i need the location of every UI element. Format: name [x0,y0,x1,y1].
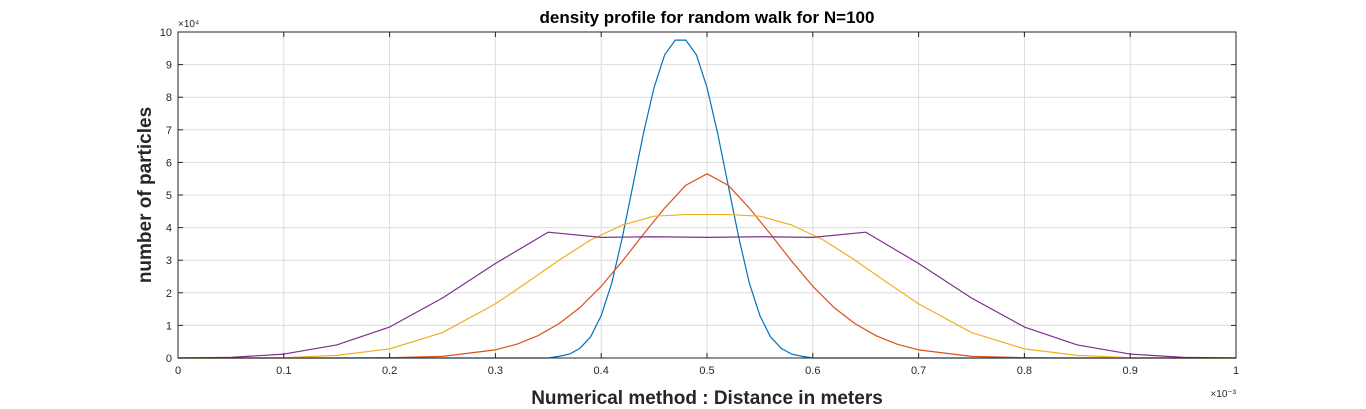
chart-title: density profile for random walk for N=10… [540,8,875,27]
x-tick-label: 0.4 [594,365,609,377]
y-tick-label: 9 [166,60,172,72]
x-tick-label: 0.2 [382,365,397,377]
x-axis-label: Numerical method : Distance in meters [531,388,883,409]
y-tick-label: 4 [166,223,172,235]
y-tick-label: 7 [166,125,172,137]
y-tick-labels: 0 1 2 3 4 5 6 7 8 9 10 [160,27,172,365]
x-tick-label: 0.3 [488,365,503,377]
x-tick-label: 0 [175,365,181,377]
y-tick-label: 3 [166,255,172,267]
grid [178,32,1236,358]
series-line-2 [178,173,1236,359]
y-tick-label: 10 [160,27,172,39]
y-axis-label: number of particles [135,107,156,283]
x-tick-label: 0.8 [1017,365,1032,377]
y-tick-label: 0 [166,353,172,365]
y-tick-label: 5 [166,190,172,202]
y-tick-label: 2 [166,288,172,300]
series-line-3 [178,213,1236,359]
x-tick-label: 0.1 [276,365,291,377]
ticks [177,31,1237,359]
x-tick-label: 0.7 [911,365,926,377]
x-tick-label: 0.5 [699,365,714,377]
y-tick-label: 6 [166,157,172,169]
x-exponent-label: ×10⁻³ [1210,389,1236,400]
series-line-4 [177,231,1237,359]
y-tick-label: 1 [166,320,172,332]
y-tick-label: 8 [166,92,172,104]
y-exponent-label: ×10⁴ [178,19,199,30]
x-tick-label: 0.9 [1123,365,1138,377]
x-tick-label: 1 [1233,365,1239,377]
x-tick-label: 0.6 [805,365,820,377]
x-tick-labels: 0 0.1 0.2 0.3 0.4 0.5 0.6 0.7 0.8 0.9 1 [175,365,1239,377]
